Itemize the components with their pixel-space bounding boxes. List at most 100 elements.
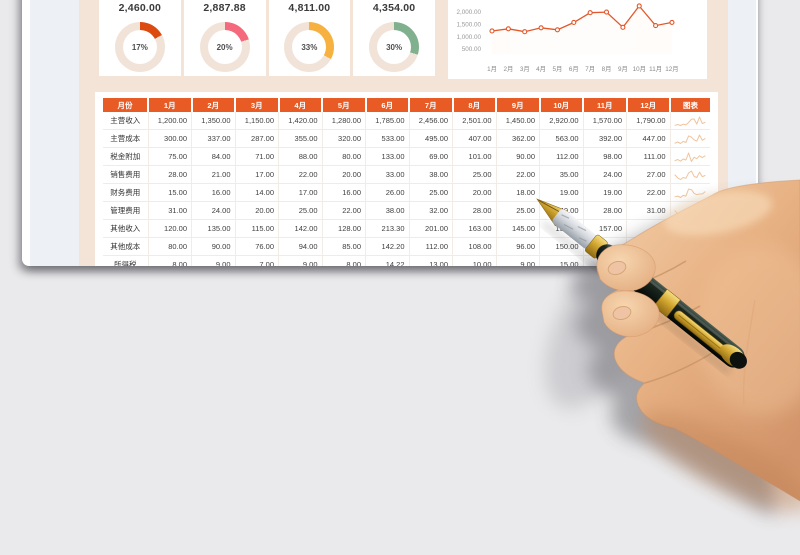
value-cell[interactable]: 16.00 bbox=[191, 183, 236, 202]
value-cell[interactable] bbox=[583, 237, 627, 256]
value-cell[interactable]: 33.00 bbox=[365, 165, 410, 184]
column-header-12[interactable]: 12月 bbox=[626, 98, 671, 112]
value-cell[interactable]: 15.00 bbox=[539, 255, 584, 266]
value-cell[interactable]: 13.00 bbox=[409, 255, 453, 266]
value-cell[interactable]: 18.00 bbox=[496, 183, 540, 202]
value-cell[interactable]: 25.00 bbox=[452, 165, 497, 184]
column-header-4[interactable]: 4月 bbox=[278, 98, 323, 112]
value-cell[interactable]: 32.00 bbox=[409, 201, 453, 220]
row-label[interactable]: 税金附加 bbox=[103, 147, 149, 166]
value-cell[interactable]: 14.22 bbox=[365, 255, 410, 266]
value-cell[interactable] bbox=[626, 255, 671, 266]
value-cell[interactable]: 213.30 bbox=[365, 219, 410, 238]
value-cell[interactable]: 76.00 bbox=[235, 237, 279, 256]
value-cell[interactable]: 38.00 bbox=[409, 165, 453, 184]
value-cell[interactable]: 9.00 bbox=[278, 255, 323, 266]
value-cell[interactable]: 355.00 bbox=[278, 129, 323, 148]
value-cell[interactable]: 96.00 bbox=[496, 237, 540, 256]
value-cell[interactable]: 392.00 bbox=[583, 129, 627, 148]
value-cell[interactable]: 21.00 bbox=[191, 165, 236, 184]
value-cell[interactable]: 16.00 bbox=[322, 183, 366, 202]
value-cell[interactable]: 94.00 bbox=[278, 237, 323, 256]
value-cell[interactable]: 17.00 bbox=[278, 183, 323, 202]
value-cell[interactable]: 20.00 bbox=[452, 183, 497, 202]
value-cell[interactable]: 22.00 bbox=[278, 165, 323, 184]
row-label[interactable]: 其他收入 bbox=[103, 219, 149, 238]
value-cell[interactable]: 1,785.00 bbox=[365, 112, 410, 130]
row-label[interactable]: 管理费用 bbox=[103, 201, 149, 220]
value-cell[interactable]: 28.00 bbox=[583, 201, 627, 220]
value-cell[interactable]: 7.00 bbox=[235, 255, 279, 266]
value-cell[interactable]: 19.00 bbox=[583, 183, 627, 202]
value-cell[interactable]: 142.00 bbox=[278, 219, 323, 238]
value-cell[interactable]: 101.00 bbox=[452, 147, 497, 166]
value-cell[interactable]: 9.00 bbox=[496, 255, 540, 266]
value-cell[interactable]: 1,280.00 bbox=[322, 112, 366, 130]
value-cell[interactable]: 362.00 bbox=[496, 129, 540, 148]
value-cell[interactable]: 25.00 bbox=[496, 201, 540, 220]
value-cell[interactable]: 150.00 bbox=[539, 237, 584, 256]
value-cell[interactable]: 98.00 bbox=[583, 147, 627, 166]
value-cell[interactable]: 38.00 bbox=[365, 201, 410, 220]
value-cell[interactable]: 1,450.00 bbox=[496, 112, 540, 130]
column-header-3[interactable]: 3月 bbox=[235, 98, 280, 112]
column-header-chart[interactable]: 图表 bbox=[670, 98, 710, 112]
row-label[interactable]: 销售费用 bbox=[103, 165, 149, 184]
value-cell[interactable]: 24.00 bbox=[191, 201, 236, 220]
value-cell[interactable]: 88.00 bbox=[278, 147, 323, 166]
value-cell[interactable]: 22.00 bbox=[626, 183, 671, 202]
value-cell[interactable]: 2,501.00 bbox=[452, 112, 497, 130]
value-cell[interactable]: 1,200.00 bbox=[148, 112, 192, 130]
value-cell[interactable]: 80.00 bbox=[148, 237, 192, 256]
value-cell[interactable]: 8.00 bbox=[322, 255, 366, 266]
value-cell[interactable]: 157.00 bbox=[583, 219, 627, 238]
value-cell[interactable]: 135.00 bbox=[539, 219, 584, 238]
value-cell[interactable]: 407.00 bbox=[452, 129, 497, 148]
value-cell[interactable]: 25.00 bbox=[278, 201, 323, 220]
value-cell[interactable]: 115.00 bbox=[235, 219, 279, 238]
value-cell[interactable]: 31.00 bbox=[626, 201, 671, 220]
value-cell[interactable]: 563.00 bbox=[539, 129, 584, 148]
column-header-1[interactable]: 1月 bbox=[148, 98, 193, 112]
value-cell[interactable]: 14.00 bbox=[235, 183, 279, 202]
column-header-9[interactable]: 9月 bbox=[496, 98, 541, 112]
column-header-month[interactable]: 月份 bbox=[103, 98, 149, 112]
value-cell[interactable]: 128.00 bbox=[322, 219, 366, 238]
value-cell[interactable]: 9.00 bbox=[191, 255, 236, 266]
row-label[interactable]: 主营成本 bbox=[103, 129, 149, 148]
value-cell[interactable] bbox=[626, 219, 671, 238]
value-cell[interactable]: 142.20 bbox=[365, 237, 410, 256]
value-cell[interactable]: 69.00 bbox=[409, 147, 453, 166]
column-header-11[interactable]: 11月 bbox=[583, 98, 628, 112]
value-cell[interactable]: 75.00 bbox=[148, 147, 192, 166]
value-cell[interactable] bbox=[626, 237, 671, 256]
value-cell[interactable]: 2,920.00 bbox=[539, 112, 584, 130]
value-cell[interactable]: 15.00 bbox=[148, 183, 192, 202]
value-cell[interactable]: 25.00 bbox=[409, 183, 453, 202]
value-cell[interactable]: 108.00 bbox=[452, 237, 497, 256]
value-cell[interactable]: 112.00 bbox=[539, 147, 584, 166]
value-cell[interactable]: 84.00 bbox=[191, 147, 236, 166]
value-cell[interactable]: 28.00 bbox=[148, 165, 192, 184]
value-cell[interactable]: 1,420.00 bbox=[278, 112, 323, 130]
value-cell[interactable]: 90.00 bbox=[191, 237, 236, 256]
value-cell[interactable]: 80.00 bbox=[322, 147, 366, 166]
value-cell[interactable]: 1,150.00 bbox=[235, 112, 279, 130]
value-cell[interactable]: 533.00 bbox=[365, 129, 410, 148]
column-header-8[interactable]: 8月 bbox=[452, 98, 497, 112]
value-cell[interactable]: 40.00 bbox=[539, 201, 584, 220]
column-header-7[interactable]: 7月 bbox=[409, 98, 454, 112]
column-header-6[interactable]: 6月 bbox=[365, 98, 410, 112]
value-cell[interactable]: 27.00 bbox=[626, 165, 671, 184]
value-cell[interactable]: 20.00 bbox=[235, 201, 279, 220]
value-cell[interactable]: 111.00 bbox=[626, 147, 671, 166]
row-label[interactable]: 财务费用 bbox=[103, 183, 149, 202]
value-cell[interactable]: 120.00 bbox=[148, 219, 192, 238]
value-cell[interactable]: 20.00 bbox=[322, 165, 366, 184]
value-cell[interactable]: 287.00 bbox=[235, 129, 279, 148]
value-cell[interactable]: 35.00 bbox=[539, 165, 584, 184]
value-cell[interactable]: 1,790.00 bbox=[626, 112, 671, 130]
value-cell[interactable]: 133.00 bbox=[365, 147, 410, 166]
value-cell[interactable]: 135.00 bbox=[191, 219, 236, 238]
value-cell[interactable]: 1,350.00 bbox=[191, 112, 236, 130]
